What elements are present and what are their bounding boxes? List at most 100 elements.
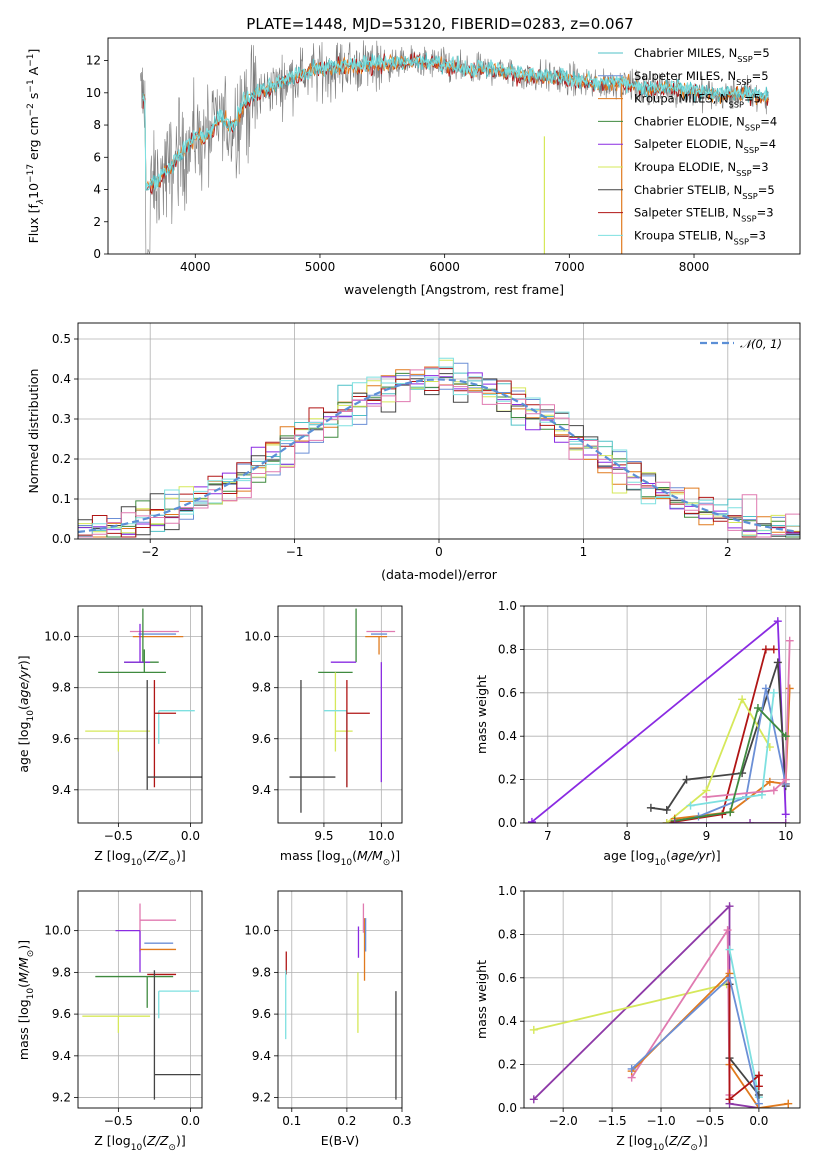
histogram-xlabel: (data-model)/error [381, 567, 498, 582]
spectrum-ytick-label: 6 [93, 150, 101, 164]
spectrum-ytick-label: 2 [93, 215, 101, 229]
massweight-vs-Z-xtick-label: −1.0 [646, 1114, 675, 1128]
spectrum-frame [107, 37, 801, 255]
massweight-vs-Z-ytick-label: 0.6 [498, 971, 517, 985]
mass-vs-EBV-ytick-label: 9.6 [252, 1007, 271, 1021]
histogram-legend: 𝒩(0, 1) [700, 337, 782, 351]
mass-vs-Z-ytick-label: 9.4 [52, 1049, 71, 1063]
residual-histogram-xtick-label: 0 [435, 545, 443, 559]
spectrum-legend-label: Chabrier ELODIE, NSSP=4 [634, 114, 777, 132]
mass-vs-Z-axes: −0.5 0.0 9.2 9.4 9.6 9.8 10.0 Z [log10(Z/Z⊙)] ma… [16, 890, 203, 1153]
spectrum-model-line [142, 54, 769, 191]
massweight-vs-Z-xtick-label: −1.5 [598, 1114, 627, 1128]
residual-histogram-ytick-label: 0.3 [52, 412, 71, 426]
massweight-vs-Z-xtick-label: −2.0 [549, 1114, 578, 1128]
mass-vs-Z-ytick-label: 9.8 [52, 965, 71, 979]
gaussian-reference-line [78, 378, 798, 534]
mass-vs-Z-xlabel: Z [log10(Z/Z⊙)] [94, 1133, 185, 1153]
massweight-vs-Z-ylabel: mass weight [474, 960, 489, 1039]
age-vs-Z-xtick-label: −0.5 [104, 829, 133, 843]
spectrum-ylabel: Flux [fλ10−17 erg cm−2 s−1 A−1] [26, 49, 46, 244]
mass-vs-EBV-ytick-label: 9.8 [252, 965, 271, 979]
mass-vs-Z-xtick-label: 0.0 [181, 1114, 200, 1128]
age-vs-Z-xtick-label: 0.0 [181, 829, 200, 843]
age-vs-mass-ytick-label: 9.8 [252, 681, 271, 695]
mass-vs-EBV-xtick-label: 0.1 [282, 1114, 301, 1128]
age-vs-mass-ytick-label: 9.6 [252, 732, 271, 746]
massweight-vs-age-ytick-label: 0.6 [498, 686, 517, 700]
massweight-vs-age-ytick-label: 0.0 [498, 816, 517, 830]
plot-layer: Chabrier MILES, NSSP=5 Salpeter MILES, NS… [16, 37, 801, 1153]
mass-vs-Z-xtick-label: −0.5 [104, 1114, 133, 1128]
spectrum-xtick-label: 5000 [305, 260, 336, 274]
residual-histogram-ytick-label: 0.0 [52, 532, 71, 546]
massweight-vs-age-plot-area [524, 606, 800, 823]
massweight-vs-Z-ytick-label: 0.8 [498, 927, 517, 941]
age-vs-mass-plot-area [278, 606, 402, 823]
age-vs-Z-ytick-label: 9.8 [52, 681, 71, 695]
residual-histogram-ytick-label: 0.5 [52, 332, 71, 346]
spectrum-xtick-label: 6000 [429, 260, 460, 274]
mass-vs-Z-frame [77, 890, 203, 1109]
spectrum-legend-label: Kroupa ELODIE, NSSP=3 [634, 160, 769, 178]
mass-vs-EBV-ytick-label: 10.0 [244, 924, 271, 938]
spectrum-legend-label: Salpeter MILES, NSSP=5 [634, 69, 769, 87]
residual-histogram-xtick-label: 1 [580, 545, 588, 559]
residual-histogram-ytick-label: 0.1 [52, 492, 71, 506]
histogram-legend-label: 𝒩(0, 1) [740, 337, 782, 351]
massweight-vs-Z-frame [523, 890, 801, 1109]
massweight-vs-age-ytick-label: 0.2 [498, 773, 517, 787]
residual-histogram-xtick-label: −1 [286, 545, 304, 559]
age-vs-mass-axes: 9.5 10.0 9.4 9.6 9.8 10.0 mass [log10(M/M⊙)] [244, 605, 403, 868]
spectrum-xtick-label: 8000 [679, 260, 710, 274]
massweight-vs-age-series-line [666, 697, 771, 823]
histogram-ylabel: Normed distribution [26, 369, 41, 494]
residual-histogram-plot-area [78, 323, 800, 539]
mass-vs-EBV-ytick-label: 9.4 [252, 1049, 271, 1063]
age-vs-mass-xtick-label: 9.5 [314, 829, 333, 843]
spectrum-legend-label: Chabrier MILES, NSSP=5 [634, 46, 770, 64]
mass-vs-Z-ytick-label: 10.0 [44, 924, 71, 938]
massweight-vs-age-xtick-label: 9 [703, 829, 711, 843]
spectrum-xtick-label: 7000 [554, 260, 585, 274]
massweight-vs-Z-xtick-label: 0.0 [749, 1114, 768, 1128]
mass-vs-Z-plot-area [78, 891, 202, 1108]
spectrum-ytick-label: 12 [86, 54, 101, 68]
mass-vs-EBV-axes: 0.1 0.2 0.3 9.2 9.4 9.6 9.8 10.0 E(B-V) [244, 890, 412, 1148]
spectrum-legend-label: Salpeter ELODIE, NSSP=4 [634, 137, 776, 155]
massweight-vs-Z-series-line [728, 977, 760, 1102]
spectrum-axes: Chabrier MILES, NSSP=5 Salpeter MILES, NS… [26, 37, 801, 297]
histogram-step-line [78, 367, 800, 538]
massweight-vs-Z-ytick-label: 0.4 [498, 1014, 517, 1028]
massweight-vs-age-axes: 7 8 9 10 0.0 0.2 0.4 0.6 0.8 1.0 age [log10(age/yr… [474, 599, 801, 868]
age-vs-mass-ytick-label: 9.4 [252, 783, 271, 797]
spectrum-legend-label: Chabrier STELIB, NSSP=5 [634, 183, 775, 201]
massweight-vs-age-series-line [706, 640, 791, 798]
spectrum-ytick-label: 8 [93, 118, 101, 132]
residual-histogram-axes: 𝒩(0, 1) −2 −1 0 1 2 0.0 0.1 0.2 0.3 0.4 0.5 (data-mo… [26, 322, 801, 582]
spectrum-ytick-label: 0 [93, 247, 101, 261]
massweight-vs-age-xlabel: age [log10(age/yr)] [603, 848, 720, 868]
spectrum-legend-label: Salpeter STELIB, NSSP=3 [634, 206, 774, 224]
massweight-vs-age-xtick-label: 8 [623, 829, 631, 843]
massweight-vs-age-ytick-label: 0.8 [498, 642, 517, 656]
mass-vs-Z-ytick-label: 9.2 [52, 1091, 71, 1105]
massweight-vs-age-frame [523, 605, 801, 824]
mass-vs-Z-ylabel: mass [log10(M/M⊙)] [16, 940, 36, 1060]
mass-vs-EBV-plot-area [278, 891, 402, 1108]
spectrum-legend-label: Kroupa MILES, NSSP=5 [634, 92, 761, 110]
spectrum-legend-label: Kroupa STELIB, NSSP=3 [634, 228, 766, 246]
spectrum-plot-area [140, 40, 770, 254]
residual-histogram-xtick-label: −2 [141, 545, 159, 559]
spectrum-xlabel: wavelength [Angstrom, rest frame] [344, 282, 564, 297]
massweight-vs-age-xtick-label: 7 [544, 829, 552, 843]
residual-histogram-xtick-label: 2 [724, 545, 732, 559]
mass-vs-EBV-xlabel: E(B-V) [321, 1133, 360, 1148]
spectrum-ytick-label: 10 [86, 86, 101, 100]
age-vs-mass-ytick-label: 10.0 [244, 630, 271, 644]
massweight-vs-Z-ytick-label: 0.0 [498, 1101, 517, 1115]
massweight-vs-age-ytick-label: 1.0 [498, 599, 517, 613]
massweight-vs-age-xtick-label: 10 [778, 829, 793, 843]
spectrum-legend: Chabrier MILES, NSSP=5 Salpeter MILES, NS… [598, 46, 777, 246]
